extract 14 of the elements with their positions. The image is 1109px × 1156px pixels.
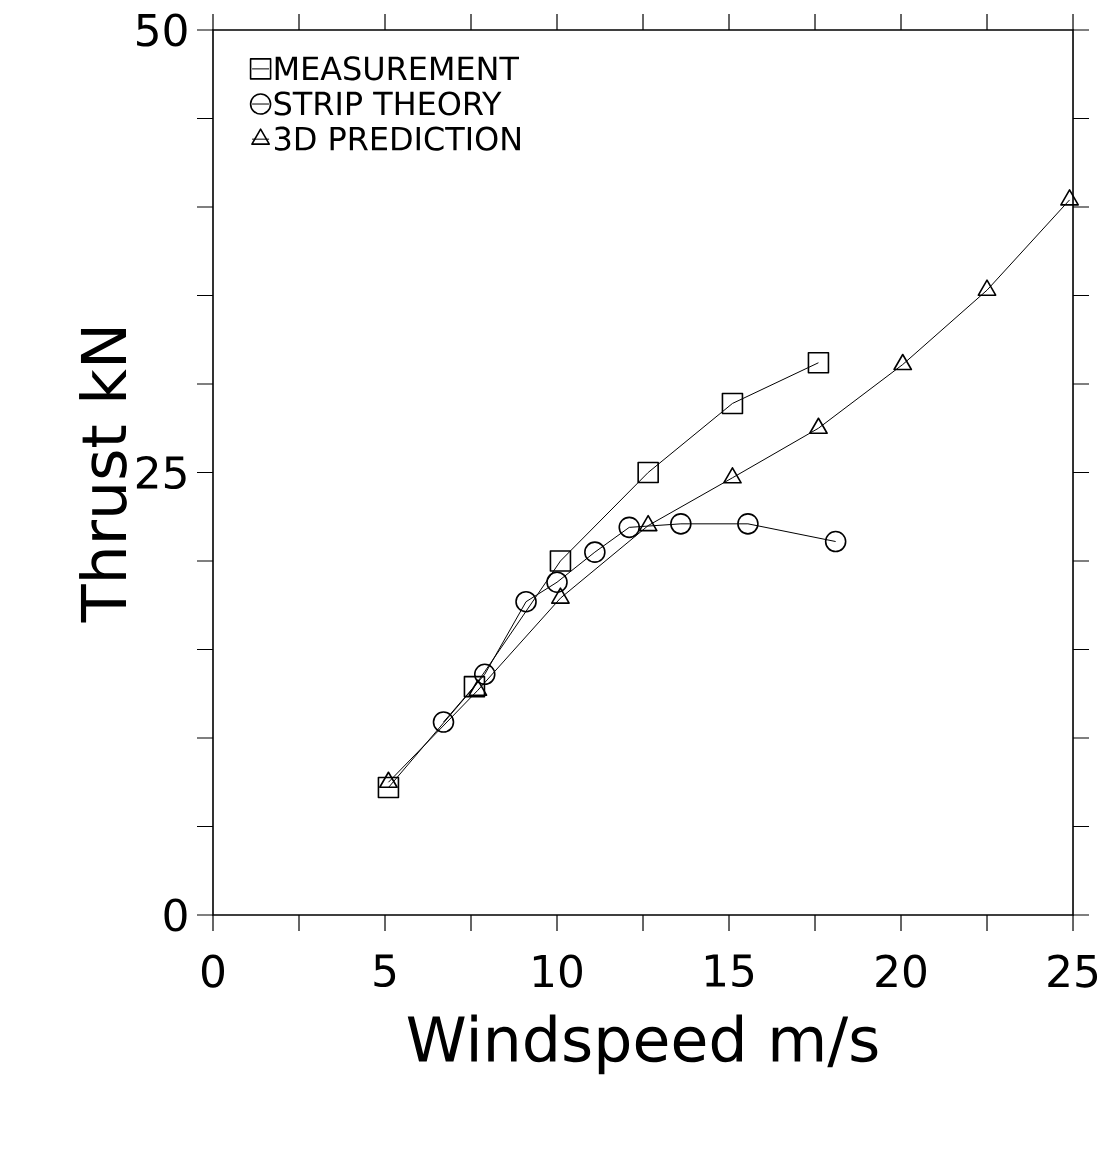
x-tick-label: 15 — [705, 954, 754, 988]
x-tick-label: 25 — [1048, 954, 1098, 988]
legend-label: STRIP THEORY — [274, 91, 502, 116]
legend-label: 3D PREDICTION — [275, 126, 520, 151]
y-tick-label: 25 — [136, 455, 186, 490]
x-tick-label: 20 — [876, 954, 926, 988]
y-tick-label: 0 — [164, 898, 187, 932]
x-tick-label: 0 — [201, 954, 225, 988]
x-axis-title: Windspeed m/s — [407, 1014, 878, 1075]
legend-label: MEASUREMENT — [275, 56, 519, 81]
y-axis-title: Thrust kN — [79, 328, 127, 623]
x-tick-label: 10 — [533, 954, 582, 988]
x-tick-label: 5 — [374, 954, 396, 988]
y-tick-label: 50 — [137, 13, 187, 47]
